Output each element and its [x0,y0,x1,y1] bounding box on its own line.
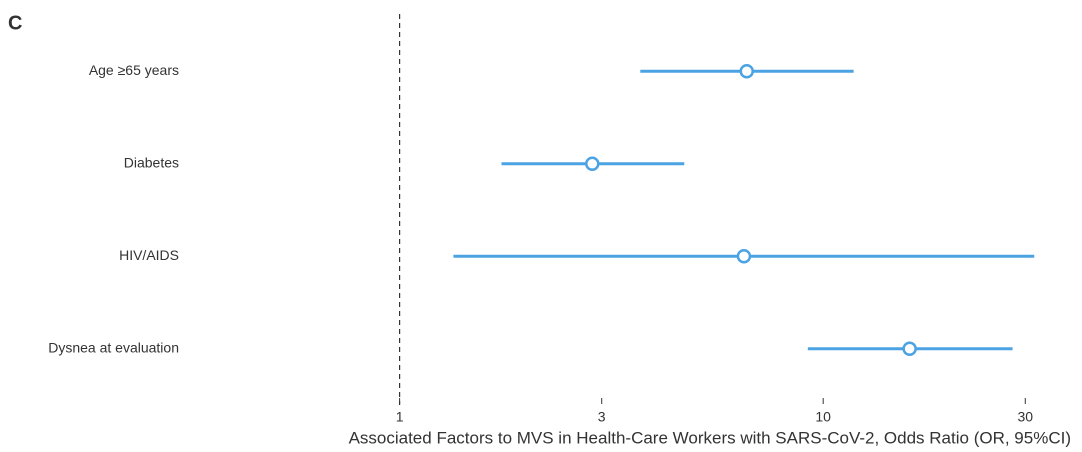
x-tick-label: 30 [1017,409,1033,425]
x-tick-label: 10 [815,409,831,425]
y-tick-label: Dysnea at evaluation [48,339,179,355]
point-estimate [739,64,754,79]
x-tick-label: 1 [396,409,404,425]
panel-label: C [8,12,22,34]
x-axis-label: Associated Factors to MVS in Health-Care… [349,428,1071,447]
point-estimate [902,341,917,356]
x-tick-label: 3 [598,409,606,425]
y-tick-label: HIV/AIDS [119,247,179,263]
y-tick-label: Diabetes [124,154,179,170]
point-estimate [585,156,600,171]
point-estimate [736,249,752,264]
y-tick-label: Age ≥65 years [89,62,179,78]
